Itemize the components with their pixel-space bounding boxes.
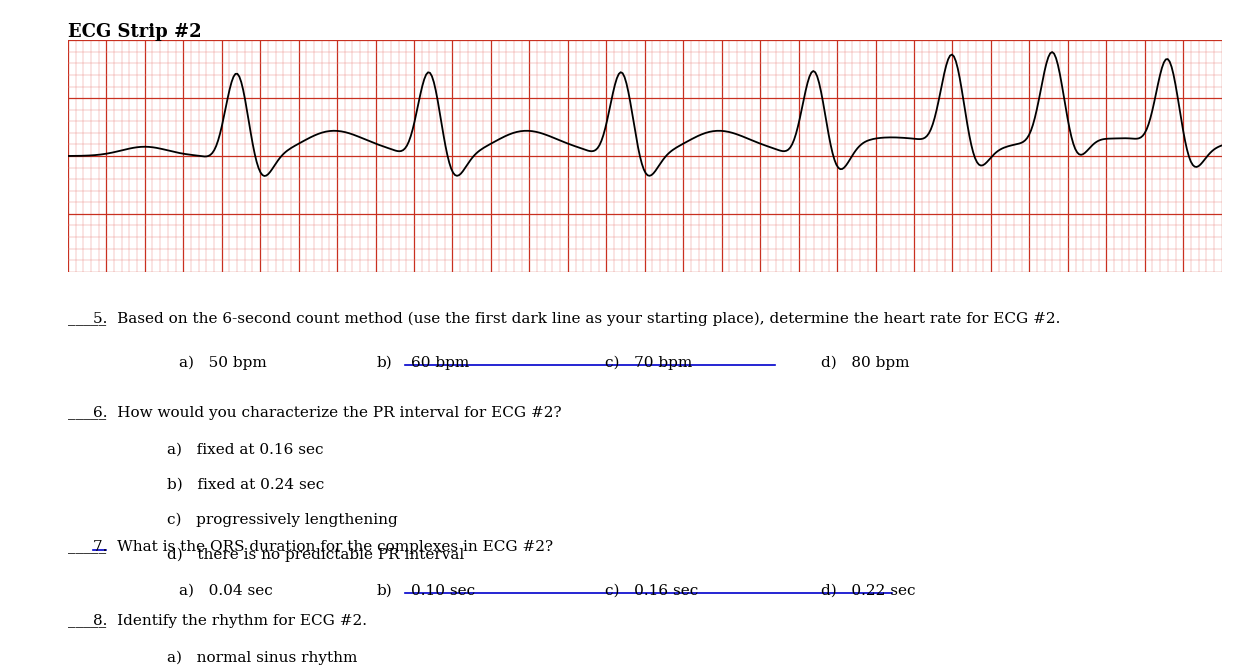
Text: _____: _____ xyxy=(68,614,106,628)
Text: c)   0.16 sec: c) 0.16 sec xyxy=(605,584,698,598)
Text: 5.  Based on the 6-second count method (use the first dark line as your starting: 5. Based on the 6-second count method (u… xyxy=(93,312,1060,326)
Text: b): b) xyxy=(376,584,392,598)
Text: 8.  Identify the rhythm for ECG #2.: 8. Identify the rhythm for ECG #2. xyxy=(93,614,366,628)
Text: a)   normal sinus rhythm: a) normal sinus rhythm xyxy=(167,651,357,665)
Text: a)   0.04 sec: a) 0.04 sec xyxy=(179,584,273,598)
Text: d)   80 bpm: d) 80 bpm xyxy=(821,356,909,370)
Text: ECG Strip #2: ECG Strip #2 xyxy=(68,23,201,42)
Text: _____: _____ xyxy=(68,406,106,420)
Text: c)   progressively lengthening: c) progressively lengthening xyxy=(167,513,397,527)
Text: d)   0.22 sec: d) 0.22 sec xyxy=(821,584,916,598)
Text: _____: _____ xyxy=(68,540,106,554)
Text: a)   fixed at 0.16 sec: a) fixed at 0.16 sec xyxy=(167,443,323,457)
Text: 6.  How would you characterize the PR interval for ECG #2?: 6. How would you characterize the PR int… xyxy=(93,406,561,420)
Text: 0.10 sec: 0.10 sec xyxy=(411,584,475,598)
Text: b)   fixed at 0.24 sec: b) fixed at 0.24 sec xyxy=(167,478,323,492)
Text: c)   70 bpm: c) 70 bpm xyxy=(605,356,692,370)
Text: a)   50 bpm: a) 50 bpm xyxy=(179,356,267,370)
Text: b): b) xyxy=(376,356,392,370)
Text: 60 bpm: 60 bpm xyxy=(411,356,469,370)
Text: 7.  What is the QRS duration for the complexes in ECG #2?: 7. What is the QRS duration for the comp… xyxy=(93,540,553,554)
Text: _____: _____ xyxy=(68,312,106,326)
Text: d)   there is no predictable PR interval: d) there is no predictable PR interval xyxy=(167,548,464,562)
